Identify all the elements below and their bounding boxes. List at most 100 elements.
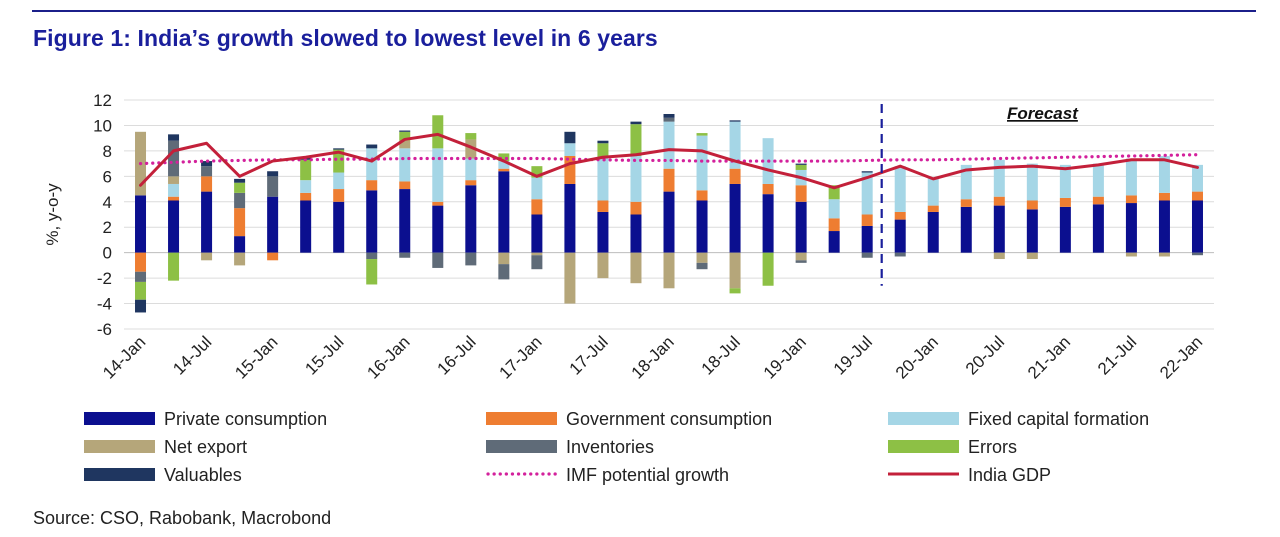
x-tick-label: 15-Jan xyxy=(231,332,281,382)
bar-segment-errors xyxy=(729,288,741,294)
bar-segment-inventories xyxy=(168,140,180,177)
legend-swatch xyxy=(486,412,557,425)
bar-segment-private-consumption xyxy=(894,219,906,253)
bar-segment-net-export xyxy=(729,252,741,289)
bar-segment-government-consumption xyxy=(696,190,708,201)
bar-segment-private-consumption xyxy=(795,201,807,253)
bar-segment-private-consumption xyxy=(1059,206,1071,253)
bar-segment-fixed-capital-formation xyxy=(1191,164,1203,192)
bar-segment-fixed-capital-formation xyxy=(1158,155,1170,193)
bar-segment-inventories xyxy=(696,262,708,270)
x-tick-label: 21-Jul xyxy=(1094,332,1140,378)
x-tick-label: 15-Jul xyxy=(301,332,347,378)
bar-segment-fixed-capital-formation xyxy=(663,121,675,169)
bar-segment-valuables xyxy=(663,113,675,118)
bar-segment-valuables xyxy=(201,161,213,167)
bar-segment-private-consumption xyxy=(597,211,609,253)
x-tick-label: 21-Jan xyxy=(1024,332,1074,382)
bar-segment-valuables xyxy=(333,148,345,150)
bar-segment-inventories xyxy=(201,166,213,177)
bar-segment-government-consumption xyxy=(399,181,411,190)
bar-segment-government-consumption xyxy=(927,205,939,212)
bar-segment-net-export xyxy=(1125,252,1137,257)
bar-segment-private-consumption xyxy=(267,196,279,253)
bar-segment-fixed-capital-formation xyxy=(1059,164,1071,198)
bar-segment-fixed-capital-formation xyxy=(168,183,180,197)
bar-segment-errors xyxy=(432,115,444,149)
legend-label: Private consumption xyxy=(164,409,327,429)
bar-segment-valuables xyxy=(366,144,378,149)
bar-segment-net-export xyxy=(696,252,708,263)
bar-segment-fixed-capital-formation xyxy=(1125,158,1137,196)
bar-segment-government-consumption xyxy=(432,201,444,206)
bar-segment-inventories xyxy=(432,252,444,268)
bar-segment-fixed-capital-formation xyxy=(1092,163,1104,197)
bar-segment-net-export xyxy=(795,252,807,261)
bar-segment-fixed-capital-formation xyxy=(1026,163,1038,201)
y-tick-label: 2 xyxy=(103,218,112,237)
bar-segment-private-consumption xyxy=(1092,204,1104,253)
bar-segment-private-consumption xyxy=(201,191,213,253)
bar-segment-inventories xyxy=(531,255,543,270)
y-tick-label: -2 xyxy=(97,269,112,288)
y-axis-label: %, y-o-y xyxy=(43,183,62,246)
bar-segment-valuables xyxy=(267,171,279,177)
legend-swatch xyxy=(486,440,557,453)
forecast-label: Forecast xyxy=(1007,104,1079,123)
bar-segment-private-consumption xyxy=(729,183,741,253)
bar-segment-inventories xyxy=(1191,252,1203,256)
figure-title: Figure 1: India’s growth slowed to lowes… xyxy=(33,25,658,51)
legend-label: Errors xyxy=(968,437,1017,457)
bar-segment-government-consumption xyxy=(267,252,279,261)
legend-label: Valuables xyxy=(164,465,242,485)
bar-segment-inventories xyxy=(465,252,477,266)
bar-segment-government-consumption xyxy=(1092,196,1104,205)
bar-segment-private-consumption xyxy=(399,189,411,253)
bar-segment-government-consumption xyxy=(531,199,543,215)
bar-segment-private-consumption xyxy=(234,236,246,253)
bar-segment-private-consumption xyxy=(465,185,477,253)
bar-segment-errors xyxy=(795,164,807,170)
bar-segment-valuables xyxy=(861,171,873,173)
x-tick-label: 20-Jan xyxy=(892,332,942,382)
bar-segment-private-consumption xyxy=(927,211,939,253)
bar-segment-errors xyxy=(465,133,477,140)
bar-segment-government-consumption xyxy=(1026,200,1038,210)
bar-segment-fixed-capital-formation xyxy=(531,177,543,200)
legend-swatch xyxy=(84,440,155,453)
bar-segment-fixed-capital-formation xyxy=(630,155,642,202)
bar-segment-net-export xyxy=(663,252,675,289)
bar-segment-errors xyxy=(531,166,543,178)
x-tick-label: 17-Jan xyxy=(496,332,546,382)
bar-segment-government-consumption xyxy=(795,185,807,202)
bar-segment-inventories xyxy=(894,252,906,257)
bar-segment-private-consumption xyxy=(300,200,312,253)
bar-segment-fixed-capital-formation xyxy=(894,166,906,212)
bar-segment-errors xyxy=(828,185,840,200)
bar-segment-fixed-capital-formation xyxy=(300,180,312,193)
bar-segment-errors xyxy=(234,182,246,193)
bar-segment-government-consumption xyxy=(1059,197,1071,207)
y-tick-label: 0 xyxy=(103,244,112,263)
bar-segment-government-consumption xyxy=(597,200,609,212)
line-india-gdp xyxy=(139,132,1199,190)
bar-segment-private-consumption xyxy=(366,190,378,253)
bar-segment-private-consumption xyxy=(1158,200,1170,253)
bar-segment-net-export xyxy=(234,252,246,266)
y-tick-label: -4 xyxy=(97,295,112,314)
bar-segment-government-consumption xyxy=(366,180,378,191)
legend-swatch xyxy=(888,412,959,425)
bar-segment-government-consumption xyxy=(663,168,675,192)
bar-segment-fixed-capital-formation xyxy=(498,161,510,169)
bar-segment-private-consumption xyxy=(630,214,642,253)
y-tick-label: 4 xyxy=(103,193,112,212)
x-tick-label: 18-Jul xyxy=(698,332,744,378)
y-tick-label: 8 xyxy=(103,142,112,161)
x-tick-label: 20-Jul xyxy=(962,332,1008,378)
y-tick-label: 10 xyxy=(93,116,112,135)
bar-segment-government-consumption xyxy=(168,196,180,201)
legend-label: Fixed capital formation xyxy=(968,409,1149,429)
bar-segment-private-consumption xyxy=(828,231,840,253)
y-tick-label: 12 xyxy=(93,91,112,110)
bar-segment-private-consumption xyxy=(696,200,708,253)
